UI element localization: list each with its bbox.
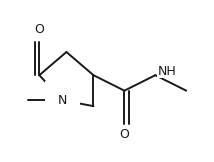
Text: NH: NH [157, 65, 176, 78]
Text: N: N [58, 94, 67, 107]
Text: O: O [34, 23, 44, 36]
Text: O: O [119, 128, 129, 141]
Text: N: N [58, 94, 67, 107]
